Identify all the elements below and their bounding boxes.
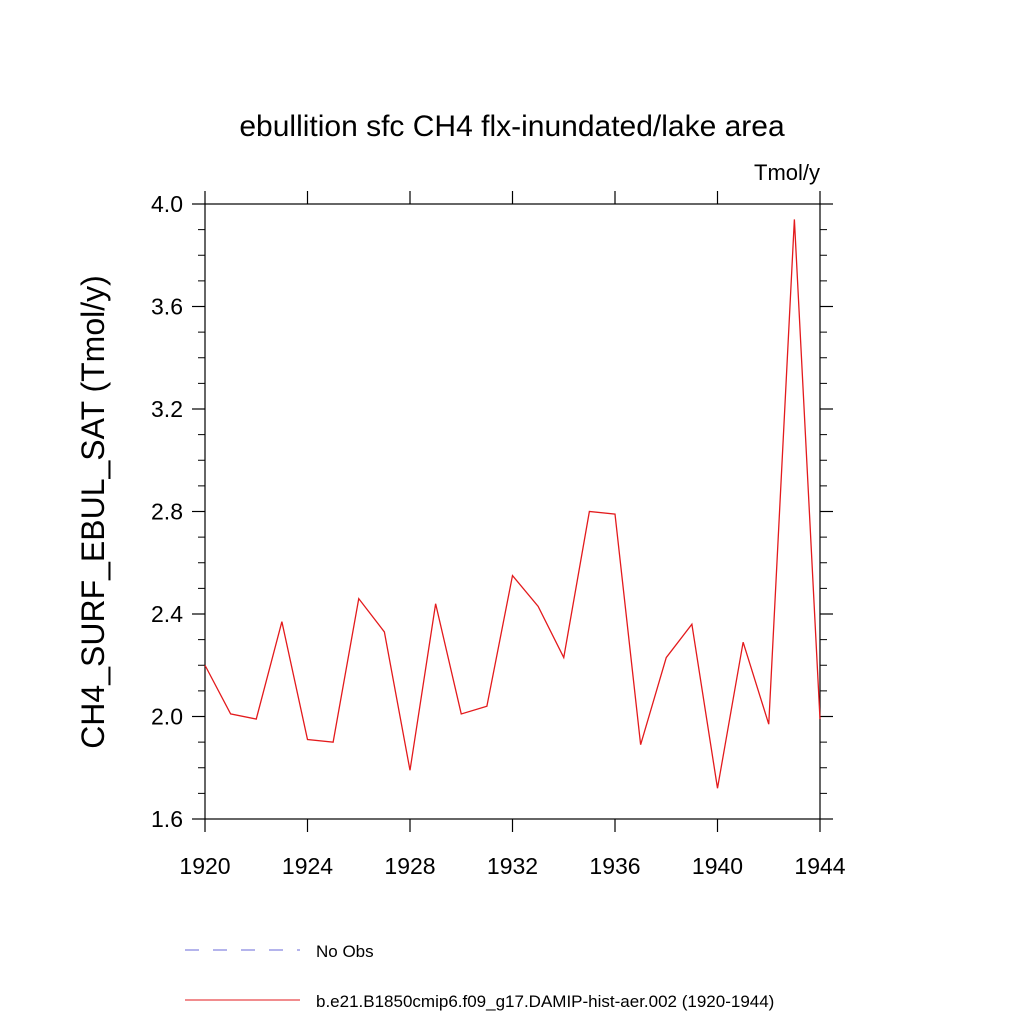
series-line [204, 219, 821, 789]
x-tick-label: 1940 [692, 853, 743, 879]
legend-label: No Obs [316, 942, 374, 961]
x-tick-label: 1928 [384, 853, 435, 879]
y-tick-label: 4.0 [151, 191, 183, 217]
legend: No Obs b.e21.B1850cmip6.f09_g17.DAMIP-his… [185, 942, 774, 1011]
x-tick-label: 1924 [282, 853, 333, 879]
y-tick-label: 3.6 [151, 294, 183, 320]
units-label: Tmol/y [754, 160, 820, 185]
y-tick-label: 2.0 [151, 704, 183, 730]
series-layer [204, 219, 821, 789]
x-tick-label: 1944 [794, 853, 845, 879]
y-tick-label: 2.8 [151, 499, 183, 525]
chart-title: ebullition sfc CH4 flx-inundated/lake ar… [239, 110, 785, 143]
x-tick-label: 1932 [487, 853, 538, 879]
y-tick-label: 1.6 [151, 806, 183, 832]
legend-label: b.e21.B1850cmip6.f09_g17.DAMIP-hist-aer.… [316, 992, 774, 1011]
x-tick-label: 1936 [589, 853, 640, 879]
y-tick-label: 2.4 [151, 601, 183, 627]
plot-axes: 1.6 2.0 2.4 2.8 3.2 3.6 4.0 1920 1924 1928 1932 193… [151, 191, 846, 879]
y-tick-label: 3.2 [151, 396, 183, 422]
x-tick-label: 1920 [179, 853, 230, 879]
y-axis-label: CH4_SURF_EBUL_SAT (Tmol/y) [75, 275, 111, 749]
